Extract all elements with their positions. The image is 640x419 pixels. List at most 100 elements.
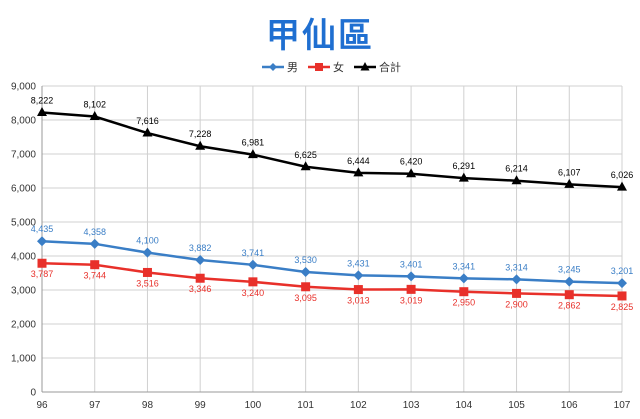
legend-label: 女	[333, 61, 344, 74]
data-label: 3,741	[242, 248, 265, 258]
data-label: 3,431	[347, 258, 370, 268]
data-label: 3,095	[294, 293, 317, 303]
data-label: 2,862	[558, 301, 581, 311]
y-tick-label: 8,000	[11, 116, 36, 127]
data-label: 6,444	[347, 156, 370, 166]
x-tick-label: 103	[403, 400, 420, 411]
data-label: 8,102	[83, 100, 106, 110]
legend-item: 合計	[354, 59, 401, 75]
x-tick-label: 104	[455, 400, 472, 411]
y-tick-label: 5,000	[11, 218, 36, 229]
x-tick-label: 102	[350, 400, 367, 411]
data-label: 3,019	[400, 295, 423, 305]
x-tick-label: 107	[614, 400, 631, 411]
data-point	[37, 106, 47, 116]
data-point	[564, 178, 575, 188]
data-point	[90, 260, 100, 270]
y-tick-label: 3,000	[11, 286, 36, 297]
data-point	[142, 247, 153, 258]
x-tick-label: 96	[36, 400, 48, 411]
chart-legend: 男 女 合計	[262, 59, 401, 75]
data-point	[459, 287, 469, 297]
data-label: 2,950	[453, 298, 476, 308]
data-point	[89, 111, 100, 121]
legend-swatch	[262, 63, 284, 71]
series-line	[41, 239, 623, 285]
data-point	[511, 175, 522, 185]
data-point	[37, 236, 47, 247]
data-point	[300, 266, 311, 277]
data-point	[458, 172, 469, 182]
x-tick-label: 105	[508, 400, 525, 411]
data-label: 3,516	[136, 278, 159, 288]
data-point	[353, 270, 364, 281]
data-point	[511, 274, 522, 285]
data-point	[617, 291, 627, 301]
data-point	[406, 271, 417, 282]
data-point	[301, 282, 311, 292]
data-point	[458, 273, 469, 284]
data-point	[247, 259, 258, 270]
data-label: 8,222	[31, 95, 54, 105]
data-label: 3,341	[453, 261, 476, 271]
y-tick-label: 1,000	[11, 354, 36, 365]
x-tick-label: 101	[297, 400, 314, 411]
y-tick-label: 7,000	[11, 150, 36, 161]
data-label: 6,420	[400, 157, 423, 167]
data-label: 6,214	[505, 164, 528, 174]
legend-label: 合計	[379, 61, 401, 74]
data-point	[617, 181, 627, 191]
data-label: 3,346	[189, 284, 212, 294]
data-point	[406, 284, 416, 294]
data-label: 2,900	[505, 299, 528, 309]
data-point	[300, 161, 311, 171]
x-tick-label: 97	[89, 400, 101, 411]
y-tick-label: 4,000	[11, 252, 36, 263]
series-line	[41, 261, 623, 298]
y-tick-label: 9,000	[11, 82, 36, 93]
x-tick-label: 106	[561, 400, 578, 411]
data-label: 6,291	[453, 161, 476, 171]
y-tick-label: 2,000	[11, 320, 36, 331]
x-tick-label: 98	[142, 400, 154, 411]
data-point	[195, 255, 206, 266]
data-label: 3,787	[31, 269, 54, 279]
data-label: 3,240	[242, 288, 265, 298]
data-label: 6,625	[294, 150, 317, 160]
legend-label: 男	[287, 61, 298, 74]
data-label: 6,107	[558, 167, 581, 177]
data-point	[564, 290, 574, 300]
data-point	[89, 238, 100, 249]
data-point	[353, 285, 363, 295]
data-label: 2,825	[611, 302, 634, 312]
legend-swatch	[354, 62, 376, 71]
data-label: 4,358	[83, 227, 106, 237]
data-label: 3,314	[505, 262, 528, 272]
data-point	[195, 140, 206, 150]
data-point	[248, 277, 258, 287]
data-label: 3,744	[83, 271, 106, 281]
data-label: 7,228	[189, 129, 212, 139]
data-point	[512, 288, 522, 298]
x-tick-label: 99	[195, 400, 207, 411]
data-label: 6,981	[242, 138, 265, 148]
data-point	[195, 273, 205, 283]
data-label: 4,435	[31, 224, 54, 234]
data-label: 3,401	[400, 259, 423, 269]
chart-title: 甲仙區	[266, 16, 374, 56]
x-tick-label: 100	[245, 400, 262, 411]
legend-swatch	[308, 63, 330, 71]
data-label: 3,530	[294, 255, 317, 265]
data-point	[142, 267, 152, 277]
data-point	[142, 127, 153, 137]
legend-item: 女	[308, 59, 344, 75]
data-point	[406, 168, 417, 178]
data-label: 3,201	[611, 266, 634, 276]
data-label: 3,882	[189, 243, 212, 253]
y-tick-label: 0	[30, 388, 36, 399]
data-point	[564, 276, 575, 287]
legend-item: 男	[262, 59, 298, 75]
data-point	[37, 258, 47, 268]
